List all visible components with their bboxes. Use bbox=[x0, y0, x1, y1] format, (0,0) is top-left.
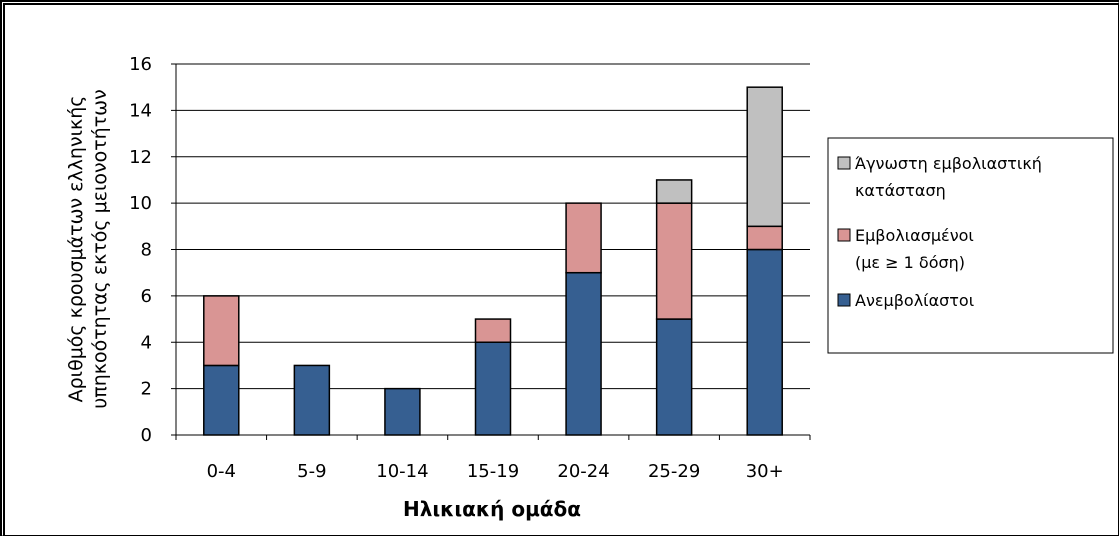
x-tick-label-20-24: 20-24 bbox=[557, 461, 609, 482]
y-tick-label-0: 0 bbox=[141, 425, 152, 446]
bar-25-29-series-0 bbox=[655, 318, 693, 436]
y-tick-label-6: 6 bbox=[141, 286, 152, 307]
x-tick-label-30+: 30+ bbox=[746, 461, 784, 482]
bar-10-14-series-0 bbox=[384, 387, 421, 436]
bar-30+-series-1 bbox=[746, 225, 783, 251]
y-axis-title-line-2: υπηκοότητας εκτός μειονοτήτων bbox=[89, 89, 111, 408]
bar-15-19-series-0 bbox=[474, 341, 512, 436]
axes: 0 2 4 6 8 10 12 14 16 0-4 5-9 10-14 15-19 20-24 25-29 3… bbox=[129, 54, 811, 482]
bar-25-29-series-1 bbox=[655, 202, 693, 320]
bar-20-24-series-0 bbox=[565, 271, 602, 436]
bar-15-19-series-1 bbox=[474, 318, 512, 343]
y-tick-label-10: 10 bbox=[129, 193, 152, 214]
y-tick-label-14: 14 bbox=[129, 100, 152, 121]
bar-20-24-series-1 bbox=[565, 202, 602, 274]
legend-swatch-1 bbox=[837, 228, 851, 242]
x-tick-label-10-14: 10-14 bbox=[376, 461, 428, 482]
x-tick-label-15-19: 15-19 bbox=[467, 461, 519, 482]
legend-box bbox=[827, 137, 1114, 354]
y-tick-label-8: 8 bbox=[141, 240, 152, 261]
x-axis-title: Ηλικιακή ομάδα bbox=[403, 497, 581, 521]
bar-0-4-series-0 bbox=[203, 364, 240, 436]
y-tick-label-16: 16 bbox=[129, 54, 152, 75]
y-tick-label-2: 2 bbox=[141, 379, 152, 400]
legend-swatch-2 bbox=[837, 156, 851, 170]
bar-0-4-series-1 bbox=[203, 295, 240, 367]
legend-label-1-line-0: Εμβολιασμένοι bbox=[855, 226, 974, 245]
legend-label-0-line-0: Ανεμβολίαστοι bbox=[855, 291, 974, 310]
y-tick-label-12: 12 bbox=[129, 147, 152, 168]
y-axis-title: Αριθμός κρουσμάτων ελληνικής υπηκοότητας… bbox=[65, 89, 111, 408]
y-axis-title-line-1: Αριθμός κρουσμάτων ελληνικής bbox=[65, 96, 87, 403]
x-tick-label-0-4: 0-4 bbox=[207, 461, 236, 482]
bars bbox=[203, 86, 783, 436]
bar-5-9-series-0 bbox=[293, 364, 331, 436]
x-tick-label-25-29: 25-29 bbox=[648, 461, 700, 482]
legend-label-2-line-0: Άγνωστη εμβολιαστική bbox=[855, 154, 1042, 173]
bar-30+-series-0 bbox=[746, 248, 783, 436]
legend-swatch-0 bbox=[837, 293, 851, 307]
bar-25-29-series-2 bbox=[655, 179, 693, 204]
legend-label-2-line-1: κατάσταση bbox=[855, 181, 946, 200]
legend: Άγνωστη εμβολιαστική κατάσταση Εμβολιασμέν… bbox=[827, 137, 1114, 354]
bar-30+-series-2 bbox=[746, 86, 783, 228]
y-tick-label-4: 4 bbox=[141, 332, 152, 353]
gridlines bbox=[176, 63, 810, 390]
legend-label-1-line-1: (με ≥ 1 δόση) bbox=[855, 253, 965, 272]
x-tick-label-5-9: 5-9 bbox=[297, 461, 326, 482]
